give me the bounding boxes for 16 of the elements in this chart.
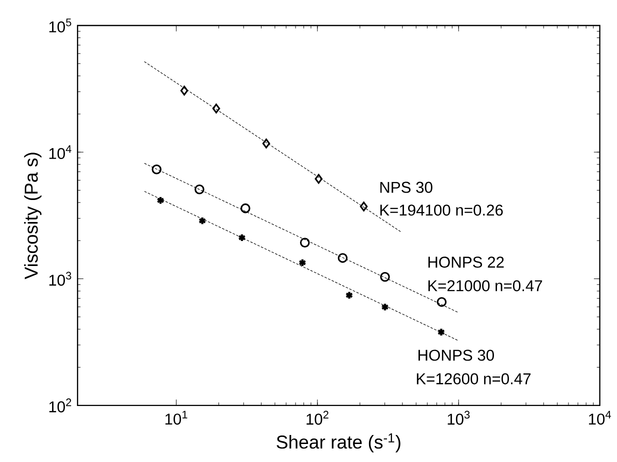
- annotation: HONPS 30: [418, 350, 494, 361]
- annotation: K=194100 n=0.26: [380, 204, 503, 216]
- y-axis-title: Viscosity (Pa s): [24, 152, 42, 280]
- x-tick-label: 10$^{4}$: [588, 410, 611, 424]
- x-tick-label: 10$^{1}$: [165, 410, 188, 424]
- annotation: K=21000 n=0.47: [428, 280, 542, 292]
- y-tick-label: 10$^{2}$: [49, 398, 72, 412]
- x-axis-title: Shear rate (s$^{-1}$): [276, 433, 400, 452]
- annotation: K=12600 n=0.47: [416, 373, 531, 384]
- x-tick-label: 10$^{2}$: [306, 410, 328, 425]
- y-tick-label: 10$^{5}$: [49, 18, 72, 32]
- annotation: HONPS 22: [428, 256, 504, 268]
- x-tick-label: 10$^{3}$: [448, 410, 470, 425]
- y-tick-label: 10$^{4}$: [49, 145, 72, 159]
- annotation: NPS 30: [380, 182, 432, 193]
- y-tick-label: 10$^{3}$: [49, 272, 72, 286]
